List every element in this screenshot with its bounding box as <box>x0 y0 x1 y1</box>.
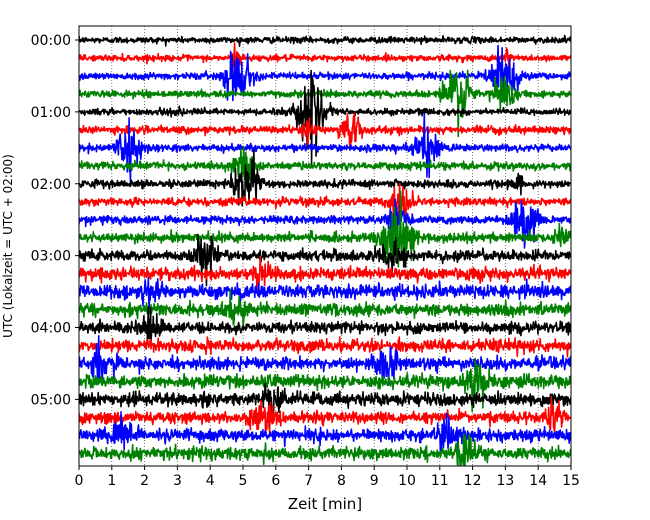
x-tick-label: 0 <box>75 473 84 489</box>
x-axis: 0 1 2 3 4 5 6 7 8 9 10 11 12 13 14 15 <box>75 466 580 489</box>
y-tick-label: 02:00 <box>31 177 71 193</box>
x-tick-label: 7 <box>304 473 313 489</box>
trace-row-13 <box>79 255 571 294</box>
trace-row-4 <box>79 69 571 166</box>
y-tick-label: 03:00 <box>31 249 71 265</box>
y-tick-label: 00:00 <box>31 33 71 49</box>
x-tick-label: 14 <box>529 473 547 489</box>
x-tick-label: 2 <box>140 473 149 489</box>
x-tick-label: 3 <box>173 473 182 489</box>
trace-row-21 <box>79 396 571 436</box>
trace-row-8 <box>79 149 571 207</box>
x-tick-label: 6 <box>271 473 280 489</box>
trace-row-22 <box>79 411 571 453</box>
trace-row-0 <box>79 34 571 48</box>
grid-lines <box>111 26 539 466</box>
x-tick-label: 8 <box>337 473 346 489</box>
y-axis: 00:00 01:00 02:00 03:00 04:00 05:00 <box>31 33 79 408</box>
trace-row-17 <box>79 336 571 358</box>
x-tick-label: 1 <box>107 473 116 489</box>
trace-row-9 <box>79 182 571 223</box>
trace-row-14 <box>79 276 571 310</box>
plot-frame <box>78 25 572 467</box>
trace-row-10 <box>79 198 571 249</box>
trace-row-15 <box>79 288 571 330</box>
trace-row-2 <box>79 44 571 102</box>
trace-layer <box>79 34 571 466</box>
trace-row-1 <box>79 42 571 72</box>
trace-row-3 <box>79 69 571 138</box>
trace-row-11 <box>79 190 571 268</box>
y-tick-label: 01:00 <box>31 105 71 121</box>
y-axis-label: UTC (Lokalzeit = UTC + 02:00) <box>1 154 15 338</box>
x-tick-label: 4 <box>206 473 215 489</box>
trace-row-19 <box>79 357 571 413</box>
x-tick-label: 13 <box>496 473 514 489</box>
trace-row-18 <box>79 335 571 386</box>
trace-row-5 <box>79 112 571 149</box>
x-tick-label: 9 <box>370 473 379 489</box>
trace-row-23 <box>79 433 571 466</box>
trace-row-7 <box>79 145 571 193</box>
x-tick-label: 12 <box>464 473 482 489</box>
x-axis-label: Zeit [min] <box>288 495 362 513</box>
y-tick-label: 04:00 <box>31 321 71 337</box>
y-tick-label: 05:00 <box>31 392 71 408</box>
x-tick-label: 10 <box>398 473 416 489</box>
trace-row-6 <box>79 113 571 184</box>
x-tick-label: 5 <box>239 473 248 489</box>
x-tick-label: 15 <box>562 473 580 489</box>
trace-row-16 <box>79 306 571 342</box>
x-tick-label: 11 <box>431 473 449 489</box>
trace-row-20 <box>79 382 571 429</box>
trace-row-12 <box>79 234 571 287</box>
